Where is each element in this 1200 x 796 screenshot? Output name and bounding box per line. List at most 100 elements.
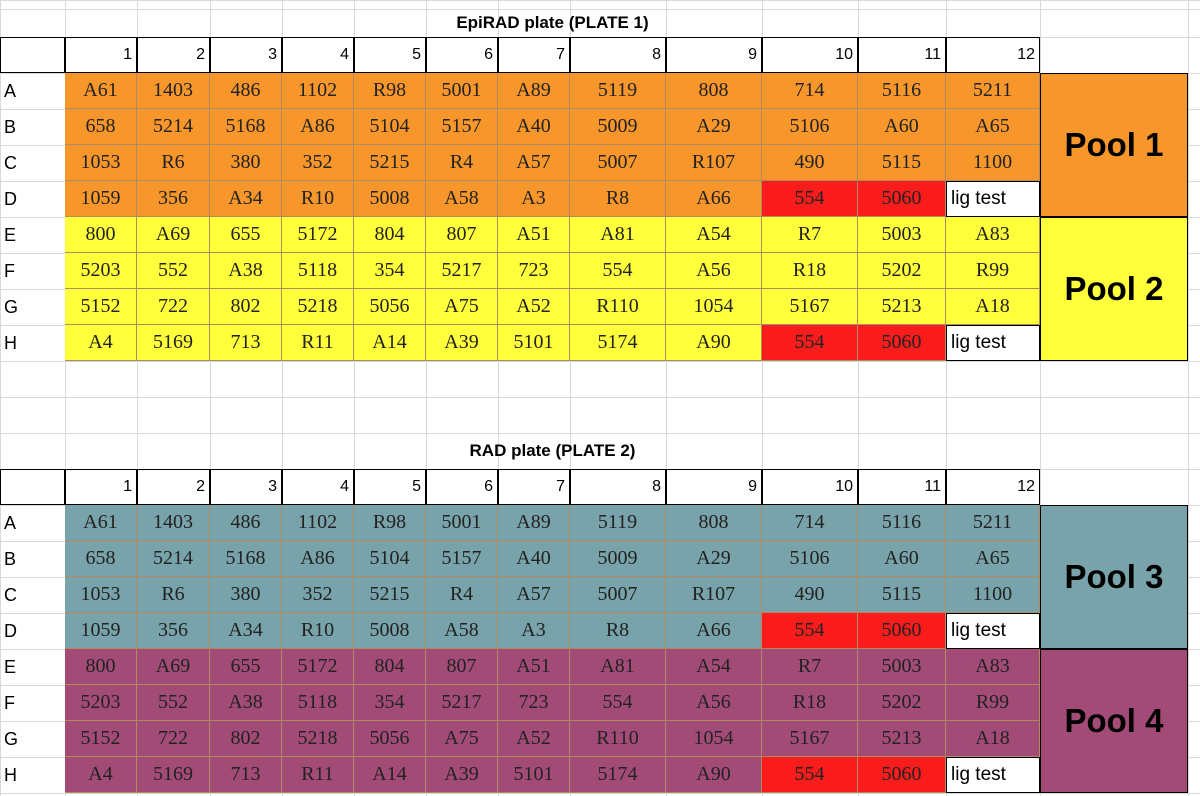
- row-label-F[interactable]: F: [4, 692, 15, 713]
- column-header-3[interactable]: 3: [210, 37, 282, 73]
- sample-cell[interactable]: R7: [762, 649, 858, 685]
- column-header-12[interactable]: 12: [946, 37, 1040, 73]
- sample-cell[interactable]: A61: [65, 73, 137, 109]
- control-cell[interactable]: 554: [762, 757, 858, 793]
- lig-test-cell[interactable]: lig test: [946, 613, 1040, 649]
- sample-cell[interactable]: 352: [282, 577, 354, 613]
- sample-cell[interactable]: 5169: [137, 325, 210, 361]
- sample-cell[interactable]: 5115: [858, 145, 946, 181]
- column-header-4[interactable]: 4: [282, 469, 354, 505]
- sample-cell[interactable]: 5217: [426, 685, 498, 721]
- sample-cell[interactable]: R8: [570, 181, 666, 217]
- sample-cell[interactable]: 5106: [762, 541, 858, 577]
- sample-cell[interactable]: 800: [65, 217, 137, 253]
- sample-cell[interactable]: 5003: [858, 217, 946, 253]
- sample-cell[interactable]: R18: [762, 253, 858, 289]
- row-label-C[interactable]: C: [4, 152, 17, 173]
- sample-cell[interactable]: 5104: [354, 541, 426, 577]
- sample-cell[interactable]: 5168: [210, 109, 282, 145]
- sample-cell[interactable]: 5202: [858, 253, 946, 289]
- sample-cell[interactable]: 5169: [137, 757, 210, 793]
- sample-cell[interactable]: 5157: [426, 109, 498, 145]
- lig-test-cell[interactable]: lig test: [946, 181, 1040, 217]
- row-label-H[interactable]: H: [4, 332, 17, 353]
- sample-cell[interactable]: A66: [666, 613, 762, 649]
- sample-cell[interactable]: A58: [426, 181, 498, 217]
- sample-cell[interactable]: A34: [210, 613, 282, 649]
- sample-cell[interactable]: 1100: [946, 577, 1040, 613]
- sample-cell[interactable]: 5203: [65, 685, 137, 721]
- sample-cell[interactable]: 5167: [762, 721, 858, 757]
- sample-cell[interactable]: 5174: [570, 325, 666, 361]
- sample-cell[interactable]: 5003: [858, 649, 946, 685]
- row-label-G[interactable]: G: [4, 296, 19, 317]
- sample-cell[interactable]: A18: [946, 289, 1040, 325]
- header-corner-cell[interactable]: [0, 37, 65, 73]
- sample-cell[interactable]: 5119: [570, 505, 666, 541]
- control-cell[interactable]: 554: [762, 325, 858, 361]
- sample-cell[interactable]: R107: [666, 577, 762, 613]
- sample-cell[interactable]: 486: [210, 505, 282, 541]
- sample-cell[interactable]: 5007: [570, 145, 666, 181]
- column-header-6[interactable]: 6: [426, 37, 498, 73]
- row-label-E[interactable]: E: [4, 224, 17, 245]
- sample-cell[interactable]: A86: [282, 109, 354, 145]
- lig-test-cell[interactable]: lig test: [946, 757, 1040, 793]
- sample-cell[interactable]: A89: [498, 73, 570, 109]
- column-header-1[interactable]: 1: [65, 37, 137, 73]
- sample-cell[interactable]: A52: [498, 721, 570, 757]
- sample-cell[interactable]: 655: [210, 217, 282, 253]
- sample-cell[interactable]: 5213: [858, 721, 946, 757]
- sample-cell[interactable]: 5009: [570, 109, 666, 145]
- sample-cell[interactable]: 714: [762, 73, 858, 109]
- sample-cell[interactable]: 5157: [426, 541, 498, 577]
- row-label-E[interactable]: E: [4, 656, 17, 677]
- sample-cell[interactable]: 1059: [65, 181, 137, 217]
- control-cell[interactable]: 554: [762, 181, 858, 217]
- sample-cell[interactable]: R7: [762, 217, 858, 253]
- sample-cell[interactable]: 5119: [570, 73, 666, 109]
- column-header-1[interactable]: 1: [65, 469, 137, 505]
- sample-cell[interactable]: 1100: [946, 145, 1040, 181]
- sample-cell[interactable]: 807: [426, 217, 498, 253]
- sample-cell[interactable]: 802: [210, 721, 282, 757]
- sample-cell[interactable]: 5168: [210, 541, 282, 577]
- sample-cell[interactable]: R98: [354, 73, 426, 109]
- column-header-9[interactable]: 9: [666, 37, 762, 73]
- sample-cell[interactable]: 723: [498, 253, 570, 289]
- sample-cell[interactable]: 804: [354, 649, 426, 685]
- sample-cell[interactable]: A86: [282, 541, 354, 577]
- sample-cell[interactable]: R18: [762, 685, 858, 721]
- sample-cell[interactable]: A38: [210, 253, 282, 289]
- sample-cell[interactable]: A39: [426, 325, 498, 361]
- sample-cell[interactable]: 1403: [137, 73, 210, 109]
- sample-cell[interactable]: A4: [65, 757, 137, 793]
- sample-cell[interactable]: A56: [666, 253, 762, 289]
- sample-cell[interactable]: 490: [762, 577, 858, 613]
- sample-cell[interactable]: 5174: [570, 757, 666, 793]
- sample-cell[interactable]: A57: [498, 145, 570, 181]
- sample-cell[interactable]: A81: [570, 217, 666, 253]
- sample-cell[interactable]: A83: [946, 649, 1040, 685]
- sample-cell[interactable]: R107: [666, 145, 762, 181]
- control-cell[interactable]: 5060: [858, 613, 946, 649]
- sample-cell[interactable]: 5116: [858, 73, 946, 109]
- control-cell[interactable]: 5060: [858, 325, 946, 361]
- column-header-9[interactable]: 9: [666, 469, 762, 505]
- sample-cell[interactable]: 5218: [282, 721, 354, 757]
- sample-cell[interactable]: 5214: [137, 109, 210, 145]
- row-label-B[interactable]: B: [4, 548, 17, 569]
- sample-cell[interactable]: R10: [282, 181, 354, 217]
- sample-cell[interactable]: A60: [858, 541, 946, 577]
- sample-cell[interactable]: A89: [498, 505, 570, 541]
- sample-cell[interactable]: R110: [570, 289, 666, 325]
- sample-cell[interactable]: A51: [498, 217, 570, 253]
- sample-cell[interactable]: R6: [137, 577, 210, 613]
- sample-cell[interactable]: 5118: [282, 685, 354, 721]
- sample-cell[interactable]: 354: [354, 253, 426, 289]
- sample-cell[interactable]: 5001: [426, 505, 498, 541]
- sample-cell[interactable]: 5152: [65, 289, 137, 325]
- sample-cell[interactable]: 5167: [762, 289, 858, 325]
- sample-cell[interactable]: A18: [946, 721, 1040, 757]
- sample-cell[interactable]: 1054: [666, 289, 762, 325]
